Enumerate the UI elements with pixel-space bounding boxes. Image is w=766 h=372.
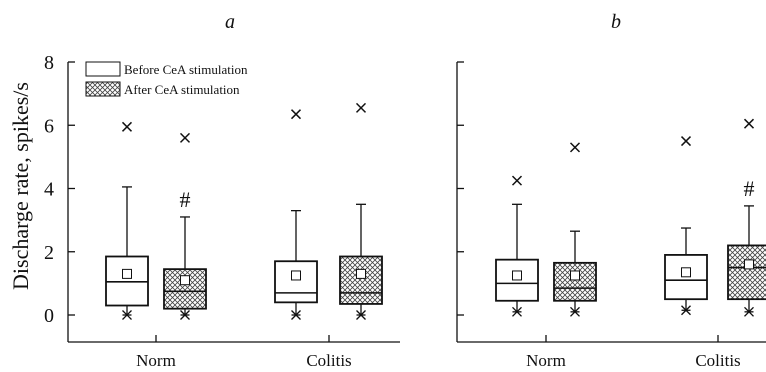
iqr-box <box>727 244 766 301</box>
panel-label: a <box>225 11 235 33</box>
box-before <box>495 175 539 317</box>
outlier-low <box>744 306 754 317</box>
legend-swatch-before <box>85 61 121 77</box>
outlier-high <box>121 121 133 132</box>
outlier-low <box>291 310 301 320</box>
outlier-low <box>180 310 190 320</box>
significance-mark: # <box>744 176 755 201</box>
y-tick-label: 8 <box>44 52 54 74</box>
legend-label-before: Before CeA stimulation <box>124 62 248 77</box>
legend-swatch-after <box>85 81 121 97</box>
box-before <box>664 136 708 316</box>
outlier-low <box>122 310 132 320</box>
y-axis-title: Discharge rate, spikes/s <box>8 82 33 290</box>
box-after: # <box>727 118 766 317</box>
iqr-box <box>339 255 383 305</box>
y-tick-label: 6 <box>44 115 54 137</box>
x-tick-label: Norm <box>526 351 566 370</box>
y-tick-label: 2 <box>433 242 443 264</box>
box-after <box>339 102 383 320</box>
panel-a: a 0 2 4 6 8 Norm Colitis # <box>44 11 400 370</box>
x-tick-label: Colitis <box>306 351 351 370</box>
y-tick-label: 4 <box>433 179 443 201</box>
outlier-high <box>569 142 581 153</box>
outlier-high <box>290 109 302 120</box>
outlier-high <box>179 132 191 143</box>
iqr-box <box>553 261 597 302</box>
outlier-low <box>570 306 580 317</box>
x-tick-label: Norm <box>136 351 176 370</box>
y-tick-label: 6 <box>433 115 443 137</box>
iqr-box <box>163 268 207 310</box>
mean-marker <box>291 270 301 281</box>
mean-marker <box>180 275 190 286</box>
x-tick-label: Colitis <box>695 351 740 370</box>
y-tick-label: 0 <box>433 305 443 327</box>
legend-label-after: After CeA stimulation <box>124 82 240 97</box>
significance-mark: # <box>180 187 191 212</box>
outlier-high <box>355 102 367 113</box>
mean-marker <box>681 267 691 278</box>
outlier-low <box>356 310 366 320</box>
mean-marker <box>122 268 132 279</box>
box-before <box>105 121 149 320</box>
box-before <box>274 109 318 320</box>
iqr-box <box>274 260 318 304</box>
legend: Before CeA stimulation After CeA stimula… <box>85 61 248 97</box>
mean-marker <box>744 259 754 270</box>
mean-marker <box>512 270 522 281</box>
y-tick-label: 0 <box>44 305 54 327</box>
y-tick-label: 8 <box>433 52 443 74</box>
outlier-high <box>743 118 755 129</box>
y-tick-label: 2 <box>44 242 54 264</box>
mean-marker <box>356 268 366 279</box>
box-after <box>553 142 597 317</box>
outlier-high <box>680 136 692 147</box>
panel-label: b <box>611 11 621 33</box>
box-after: # <box>163 132 207 320</box>
y-tick-label: 4 <box>44 179 54 201</box>
outlier-low <box>512 306 522 317</box>
mean-marker <box>570 270 580 281</box>
outlier-low <box>681 305 691 316</box>
panel-b: b 0 2 4 6 8 Norm Colitis # <box>433 11 766 370</box>
outlier-high <box>511 175 523 186</box>
